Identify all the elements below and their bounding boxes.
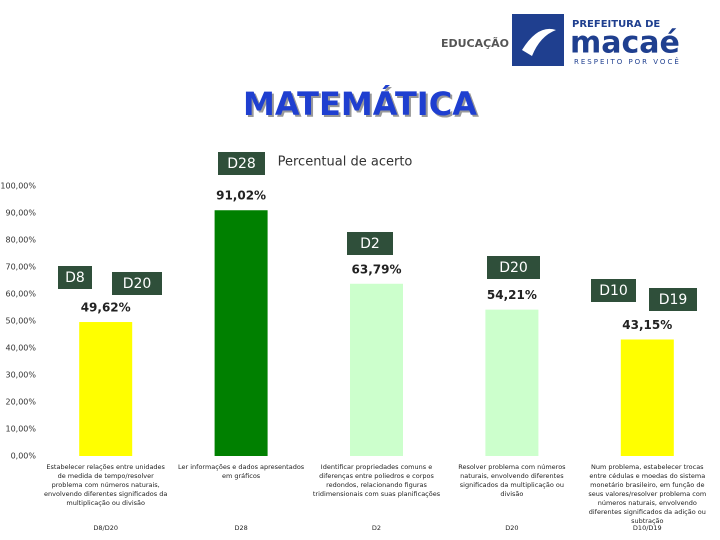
- y-tick-label: 70,00%: [5, 263, 36, 272]
- title-shadow: MATEMÁTICA: [245, 87, 479, 125]
- annotation: D2: [360, 236, 380, 252]
- bar: [214, 210, 268, 456]
- department: EDUCAÇÃO: [441, 37, 509, 50]
- category-code: D2: [371, 524, 382, 532]
- annotation-box: [112, 272, 162, 295]
- annotation-box: [347, 232, 393, 255]
- value-label: 43,15%: [622, 318, 672, 332]
- annotation-box: [649, 288, 697, 311]
- category-code: D20: [505, 524, 519, 532]
- logo-name: macaé: [570, 26, 680, 61]
- y-tick-label: 50,00%: [5, 317, 36, 326]
- category-code: D10/D19: [632, 524, 662, 532]
- category-code: D8/D20: [93, 524, 118, 532]
- y-tick-label: 40,00%: [5, 344, 36, 353]
- category-label: Ler informações e dados apresentados em …: [177, 463, 305, 480]
- bar: [79, 322, 133, 456]
- logo-tagline: RESPEITO POR VOCÊ: [574, 57, 681, 66]
- logo-top: PREFEITURA DE: [572, 19, 660, 30]
- y-tick-label: 90,00%: [5, 209, 36, 218]
- category-label: Identificar propriedades comuns e difere…: [312, 463, 441, 498]
- category-label: Resolver problema com números naturais, …: [458, 463, 566, 498]
- bar: [620, 339, 674, 456]
- bar: [350, 283, 403, 456]
- annotation: D19: [659, 292, 688, 308]
- chart-title: MATEMÁTICA: [243, 85, 477, 123]
- annotation-box: [58, 266, 92, 289]
- value-label: 91,02%: [216, 189, 266, 203]
- y-tick-label: 60,00%: [5, 290, 36, 299]
- y-tick-label: 100,00%: [0, 182, 36, 191]
- annotation: D8: [65, 270, 85, 286]
- chart-subtitle: Percentual de acerto: [278, 155, 413, 170]
- bar: [485, 309, 539, 456]
- annotation: D20: [123, 276, 152, 292]
- category-label: Num problema, estabelecer trocas entre c…: [588, 463, 707, 525]
- y-tick-label: 0,00%: [11, 452, 37, 461]
- value-label: 49,62%: [81, 301, 131, 315]
- annotation: D10: [599, 283, 628, 299]
- y-tick-label: 80,00%: [5, 236, 36, 245]
- y-tick-label: 20,00%: [5, 398, 36, 407]
- value-label: 54,21%: [487, 288, 537, 302]
- annotation-box: [591, 279, 636, 302]
- logo-wave: [522, 28, 556, 56]
- annotation: D28: [227, 156, 256, 172]
- y-tick-label: 30,00%: [5, 371, 36, 380]
- annotation-box: [218, 152, 265, 175]
- annotation: D20: [499, 260, 528, 276]
- y-tick-label: 10,00%: [5, 425, 36, 434]
- value-label: 63,79%: [352, 262, 402, 276]
- category-label: Estabelecer relações entre unidades de m…: [44, 463, 168, 507]
- category-code: D28: [234, 524, 248, 532]
- annotation-box: [487, 256, 540, 279]
